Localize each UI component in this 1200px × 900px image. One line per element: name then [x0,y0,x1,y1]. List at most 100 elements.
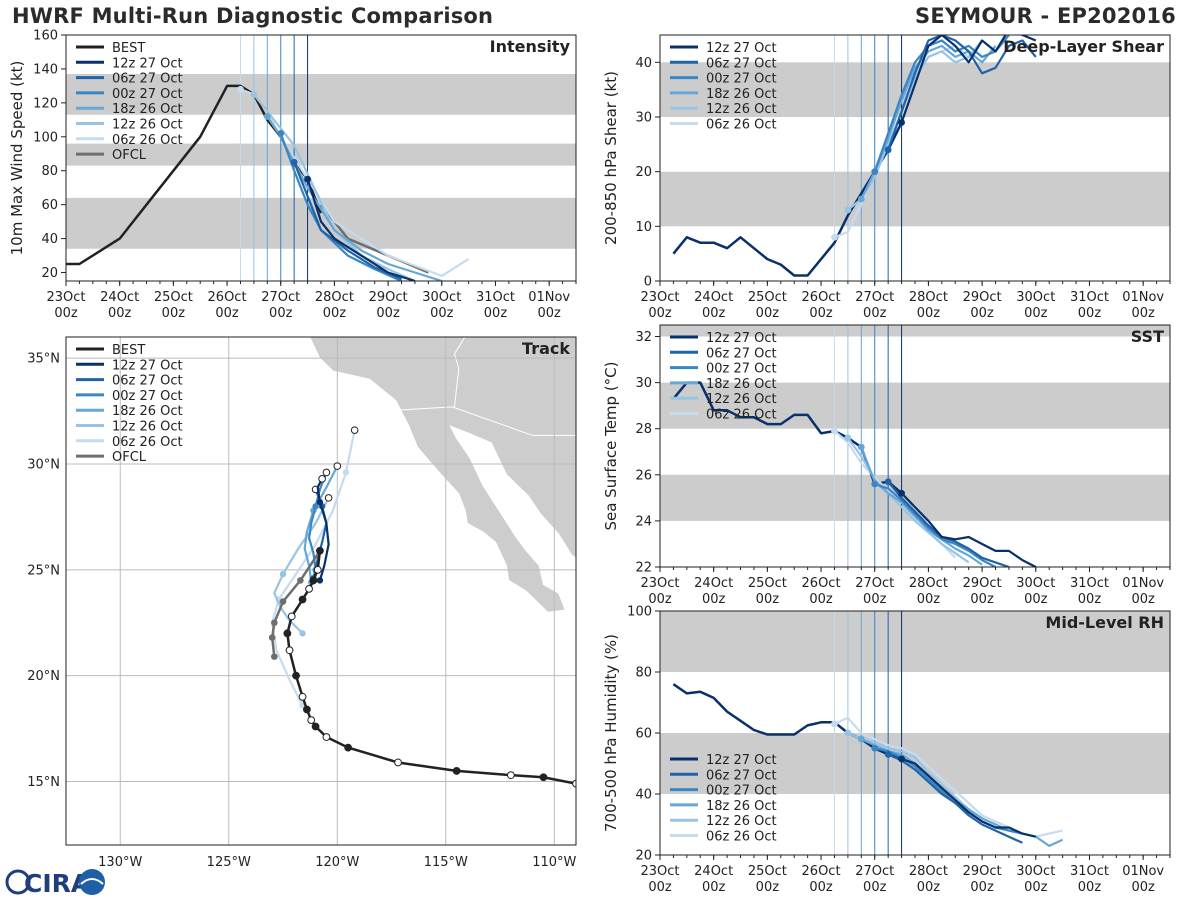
plot-area-sst [660,325,1170,567]
init-point [857,443,865,451]
x-tick-label: 00z [1078,306,1102,321]
y-tick-label: 24 [635,514,652,529]
best-track-point [285,646,294,655]
x-tick-label: 25Oct [748,864,787,879]
x-tick-label: 30Oct [1016,576,1055,591]
legend-label: 00z 27 Oct [112,389,183,404]
init-point [871,744,879,752]
series-line-run [293,161,402,281]
x-tick-label: 25Oct [748,576,787,591]
best-track-point [452,767,461,775]
x-tick-label: 00z [648,306,672,321]
track-line-run [273,497,330,635]
x-tick-label: 00z [323,306,347,321]
y-tick-label: 40 [635,788,652,803]
x-tick-label: 01Nov [1122,864,1164,879]
legend-label: 12z 27 Oct [706,753,777,768]
y-tick-label: 100 [33,130,58,145]
init-point [250,90,258,98]
x-tick-label: 24Oct [100,290,139,305]
init-point [857,735,865,743]
legend-label: 06z 26 Oct [112,435,183,450]
x-tick-label: 00z [430,306,454,321]
y-tick-label: 30 [635,376,652,391]
x-tick-label: 00z [1024,592,1048,607]
x-tick-label: 00z [215,306,239,321]
x-tick-label: 27Oct [855,864,894,879]
y-tick-label: 20 [635,165,652,180]
legend-label: 06z 26 Oct [706,830,777,845]
y-tick-label: 22 [635,561,652,576]
x-tick-label: 00z [537,306,561,321]
lon-tick-label: 130°W [98,855,142,870]
cira-logo: CIRA [5,869,105,898]
legend-label: 12z 26 Oct [706,102,777,117]
best-track-point [322,733,331,741]
track-end-marker [322,468,331,477]
x-tick-label: 31Oct [1070,290,1109,305]
x-tick-label: 31Oct [1070,864,1109,879]
legend-label: 00z 27 Oct [706,362,777,377]
x-tick-label: 00z [648,880,672,895]
panel-rh: 23Oct00z24Oct00z25Oct00z26Oct00z27Oct00z… [602,605,1171,895]
x-tick-label: 29Oct [963,290,1002,305]
x-tick-label: 23Oct [46,290,85,305]
lon-tick-label: 120°W [315,855,359,870]
series-line-best [672,121,903,277]
init-point [871,168,879,176]
legend-label: 06z 27 Oct [706,768,777,783]
shaded-band [66,74,576,115]
x-tick-label: 00z [54,306,78,321]
panel-shear: 23Oct00z24Oct00z25Oct00z26Oct00z27Oct00z… [602,34,1171,321]
x-tick-label: 23Oct [640,864,679,879]
x-tick-label: 00z [809,592,833,607]
y-tick-label: 80 [41,164,58,179]
shaded-band [660,611,1170,672]
x-tick-label: 00z [756,592,780,607]
x-tick-label: 00z [1078,592,1102,607]
x-tick-label: 30Oct [1016,864,1055,879]
legend-label: 18z 26 Oct [706,377,777,392]
plot-area-intensity [66,35,576,281]
best-track-point [539,773,548,782]
series-line-run [873,35,1010,173]
y-tick-label: 26 [635,468,652,483]
x-tick-label: 00z [1024,880,1048,895]
init-point [277,130,285,137]
y-tick-label: 40 [41,232,58,247]
panel-intensity: 23Oct00z24Oct00z25Oct00z26Oct00z27Oct00z… [8,29,577,321]
x-tick-label: 29Oct [369,290,408,305]
legend-label: 12z 27 Oct [112,358,183,373]
init-point [898,119,905,126]
series-line-run [253,93,416,281]
best-track-point [302,705,311,714]
lat-tick-label: 35°N [27,352,60,367]
series-line-run [900,35,1037,123]
legend-label: BEST [112,343,145,358]
init-point [884,478,892,486]
panel-title: SST [1131,327,1164,346]
best-track-point [344,743,353,752]
track-end-marker [333,462,342,470]
shaded-band [66,143,576,166]
init-point [898,755,905,763]
legend-label: 06z 26 Oct [112,133,183,148]
land-mass [309,337,576,613]
x-tick-label: 26Oct [802,290,841,305]
init-point [290,158,298,166]
y-tick-label: 120 [33,96,58,111]
legend-label: OFCL [112,450,147,465]
x-tick-label: 00z [1131,880,1155,895]
x-tick-label: 28Oct [909,576,948,591]
plot-area-shear [660,35,1170,281]
series-line-run [847,437,970,564]
legend-label: 18z 26 Oct [112,102,183,117]
legend-label: 18z 26 Oct [706,87,777,102]
series-line-run [887,753,1023,844]
legend-label: 06z 27 Oct [112,374,183,389]
y-tick-label: 32 [635,330,652,345]
panel-track: 130°W 125°W 120°W 115°W 110°W 15°N 20°N 25°N 30°… [27,336,577,870]
series-line-run [306,178,416,281]
track-end-marker [350,426,359,434]
